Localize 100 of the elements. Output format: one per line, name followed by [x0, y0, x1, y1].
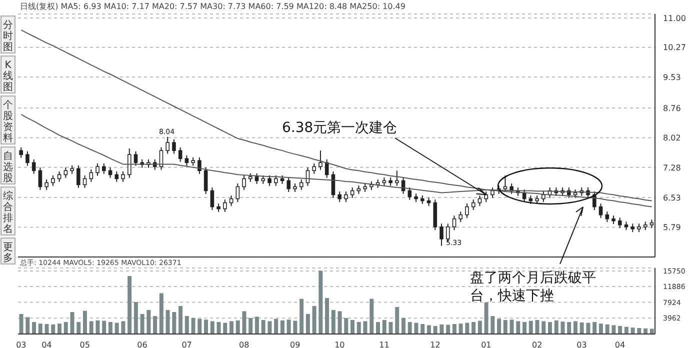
- x-tick-label: 04: [42, 340, 52, 348]
- bar: [408, 322, 412, 334]
- candlestick: [223, 199, 227, 213]
- candlestick: [484, 191, 488, 202]
- candlestick: [465, 203, 469, 219]
- bar: [44, 324, 49, 334]
- bar: [254, 316, 259, 334]
- candlestick: [338, 191, 342, 202]
- candlestick: [395, 170, 399, 186]
- candlestick: [76, 164, 80, 188]
- bar: [19, 314, 24, 334]
- candlestick: [204, 166, 208, 194]
- candlestick: [236, 183, 240, 202]
- bar: [331, 310, 336, 334]
- candlestick: [452, 215, 456, 231]
- candlestick: [268, 174, 272, 186]
- bar: [370, 298, 374, 334]
- candlestick: [38, 166, 42, 190]
- bar: [388, 322, 393, 334]
- bar: [300, 298, 304, 334]
- bar: [223, 322, 228, 334]
- candlestick: [127, 148, 132, 178]
- y-tick-label: 10.27: [663, 43, 686, 52]
- bar: [204, 320, 208, 334]
- x-tick-label: 09: [290, 340, 300, 348]
- candlestick: [44, 178, 48, 190]
- bar: [172, 312, 176, 334]
- bar: [236, 320, 240, 334]
- bar: [535, 320, 540, 334]
- bar: [612, 325, 616, 334]
- bar: [102, 320, 106, 334]
- bar: [198, 318, 202, 334]
- bar: [497, 318, 502, 334]
- candlestick: [32, 158, 36, 174]
- bar: [178, 306, 183, 334]
- y-tick-label: 6.53: [663, 193, 681, 202]
- bar: [325, 298, 330, 334]
- bar: [420, 324, 425, 334]
- bar: [166, 310, 170, 334]
- bar: [376, 322, 380, 334]
- bar: [484, 302, 488, 334]
- x-tick-label: 02: [532, 340, 542, 348]
- bar: [114, 322, 119, 334]
- candlestick: [121, 170, 125, 182]
- bar: [548, 322, 552, 334]
- bar: [57, 324, 62, 334]
- bar: [274, 318, 278, 334]
- bar: [286, 320, 291, 334]
- x-tick-label: 06: [137, 340, 148, 348]
- candlestick: [312, 162, 316, 174]
- y-tick-label: 8.02: [663, 134, 681, 143]
- candlestick: [198, 156, 202, 174]
- bar: [356, 322, 361, 334]
- bar: [344, 318, 348, 334]
- bar: [440, 324, 444, 334]
- candlestick: [26, 150, 30, 166]
- candlestick: [274, 174, 278, 186]
- bar: [121, 321, 126, 334]
- annotation: 6.38元第一次建仓: [282, 120, 398, 136]
- candlestick: [82, 174, 87, 188]
- bar: [184, 316, 189, 334]
- candlestick: [134, 150, 138, 166]
- bar: [586, 322, 590, 334]
- bar: [96, 320, 100, 334]
- bar: [458, 324, 463, 334]
- y-tick-label: 8.76: [663, 104, 681, 113]
- candlestick: [471, 199, 476, 211]
- candlestick: [89, 168, 94, 182]
- bar: [82, 310, 87, 334]
- bar: [26, 317, 30, 334]
- x-tick-label: 08: [239, 340, 250, 348]
- bar: [248, 318, 253, 334]
- candlestick: [490, 187, 494, 198]
- bar: [76, 322, 81, 334]
- y-tick-label: 11.00: [663, 14, 686, 23]
- candlestick: [324, 158, 329, 178]
- bar: [229, 321, 234, 334]
- candlestick: [605, 211, 610, 223]
- candlestick: [318, 150, 322, 170]
- bar: [312, 306, 316, 334]
- annotation: 盘了两个月后跌破平台，快速下挫: [470, 270, 596, 304]
- text: 分时图: [3, 19, 13, 53]
- text: 个股资料: [3, 99, 13, 144]
- bar: [153, 316, 158, 334]
- bar: [38, 324, 42, 334]
- x-tick-label: 01: [481, 340, 492, 348]
- bar: [478, 320, 482, 334]
- candlestick: [172, 138, 176, 154]
- bar: [503, 320, 508, 334]
- x-tick-label: 11: [379, 340, 390, 348]
- candlestick: [344, 191, 348, 202]
- candlestick: [440, 223, 444, 246]
- bar: [414, 322, 418, 334]
- x-tick-label: 03: [16, 340, 26, 348]
- bar: [560, 322, 565, 334]
- candlestick: [184, 154, 189, 166]
- chart-title: 日线(复权) MA5: 6.93 MA10: 7.17 MA20: 7.57 MA30: 7.73 MA60: 7.59 MA120: 8.48 MA250: 10.49: [20, 1, 406, 12]
- bar: [159, 293, 164, 334]
- bar: [242, 311, 246, 334]
- bar: [395, 307, 400, 334]
